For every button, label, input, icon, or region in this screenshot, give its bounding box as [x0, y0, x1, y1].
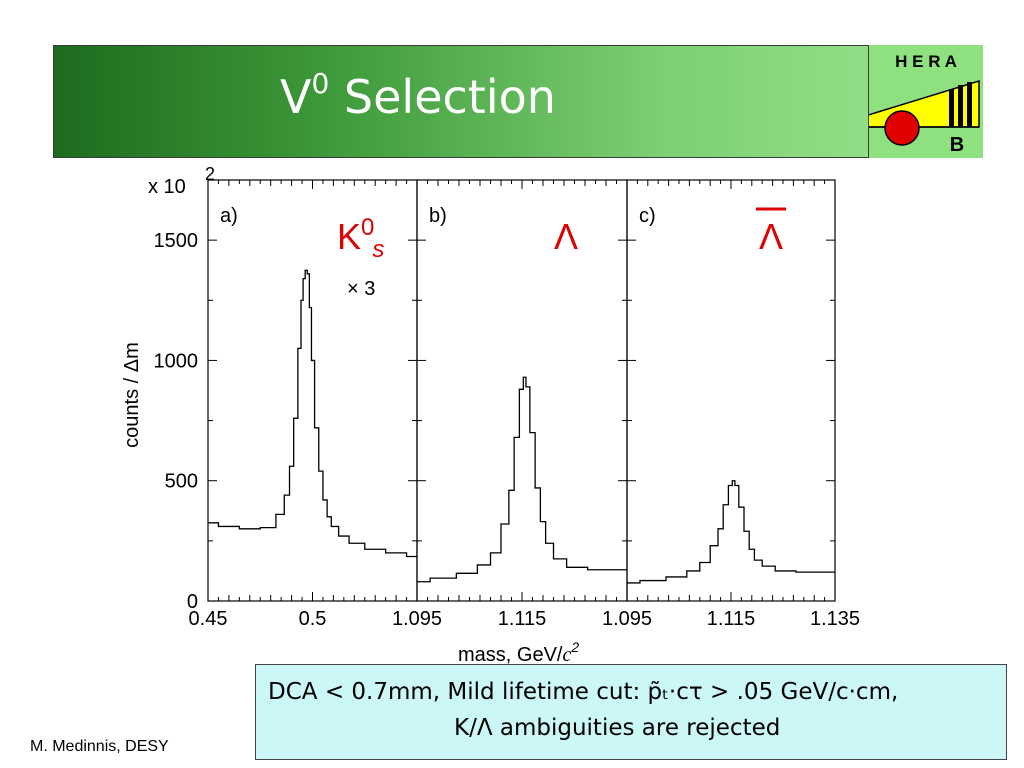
x-tick-label: 1.115: [498, 608, 547, 630]
panel-label: a): [220, 205, 238, 227]
title-main: V: [280, 70, 312, 124]
logo-bar-3: [967, 82, 972, 127]
x-tick-label: 1.095: [602, 608, 652, 630]
panel-frame: [207, 179, 418, 602]
author-footer: M. Medinnis, DESY: [30, 738, 169, 755]
particle-label-antilambda: Λ: [759, 216, 783, 257]
logo-bar-2: [958, 85, 963, 127]
x-tick-label: 1.095: [392, 608, 442, 630]
y-tick-label: 1500: [154, 230, 199, 252]
logo-hera-text: H E R A: [895, 52, 957, 71]
histogram-layer: [208, 269, 835, 584]
x-tick-label: 1.115: [707, 608, 756, 630]
panel-frame: [416, 179, 628, 602]
x-axis-label: mass, GeV/c2: [458, 639, 579, 666]
y-tick-label: 1000: [154, 350, 199, 372]
y-tick-label: 0: [187, 591, 198, 613]
y-axis-label: counts / Δm: [121, 342, 143, 448]
x-tick-label: 0.5: [299, 608, 327, 630]
logo-b-text: B: [950, 134, 964, 156]
x-tick-label: 0.45: [189, 608, 228, 630]
cuts-line-1: DCA < 0.7mm, Mild lifetime cut: p̃ₜ·cτ >…: [268, 679, 899, 705]
axes-layer: [207, 179, 836, 602]
histogram-series: [627, 480, 835, 584]
y-multiplier: x 10: [148, 176, 186, 198]
hera-b-logo: H E R A B: [828, 45, 983, 158]
y-tick-label: 500: [165, 471, 198, 493]
title-superscript: 0: [311, 66, 330, 100]
logo-red-circle: [884, 110, 920, 146]
histogram-series: [208, 269, 417, 558]
panel-frame: [626, 179, 836, 602]
scale-note: × 3: [347, 278, 375, 300]
panel-label: b): [429, 205, 447, 227]
x-tick-label: 1.135: [810, 608, 860, 630]
selection-cuts-box: DCA < 0.7mm, Mild lifetime cut: p̃ₜ·cτ >…: [255, 664, 1007, 760]
title-rest: Selection: [329, 70, 556, 124]
panel-label: c): [639, 205, 656, 227]
particle-label-k0s: K0 s: [337, 214, 384, 263]
y-multiplier-exponent: 2: [205, 164, 215, 184]
histogram-series: [417, 376, 627, 583]
label-layer: 0.45 0.5 a) K0 s × 3 1.095 1.115 b) Λ 1.095 1.115 1.…: [121, 164, 860, 666]
logo-bar-1: [949, 89, 954, 127]
slide-title: V0 Selection: [280, 66, 556, 124]
title-banner: [53, 45, 983, 158]
cuts-line-2: K/Λ ambiguities are rejected: [454, 715, 781, 741]
particle-label-lambda: Λ: [554, 216, 578, 257]
